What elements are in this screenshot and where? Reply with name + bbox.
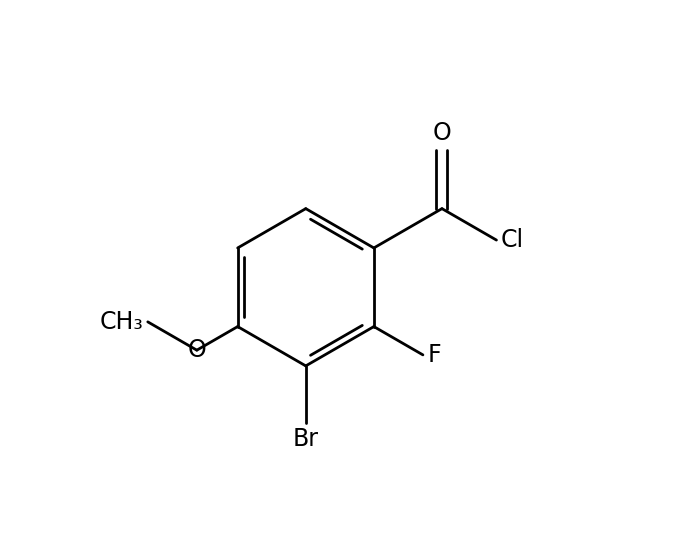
- Text: O: O: [188, 338, 206, 362]
- Text: Cl: Cl: [501, 228, 524, 252]
- Text: F: F: [427, 343, 441, 367]
- Text: O: O: [432, 120, 451, 145]
- Text: CH₃: CH₃: [100, 310, 143, 334]
- Text: Br: Br: [293, 427, 319, 451]
